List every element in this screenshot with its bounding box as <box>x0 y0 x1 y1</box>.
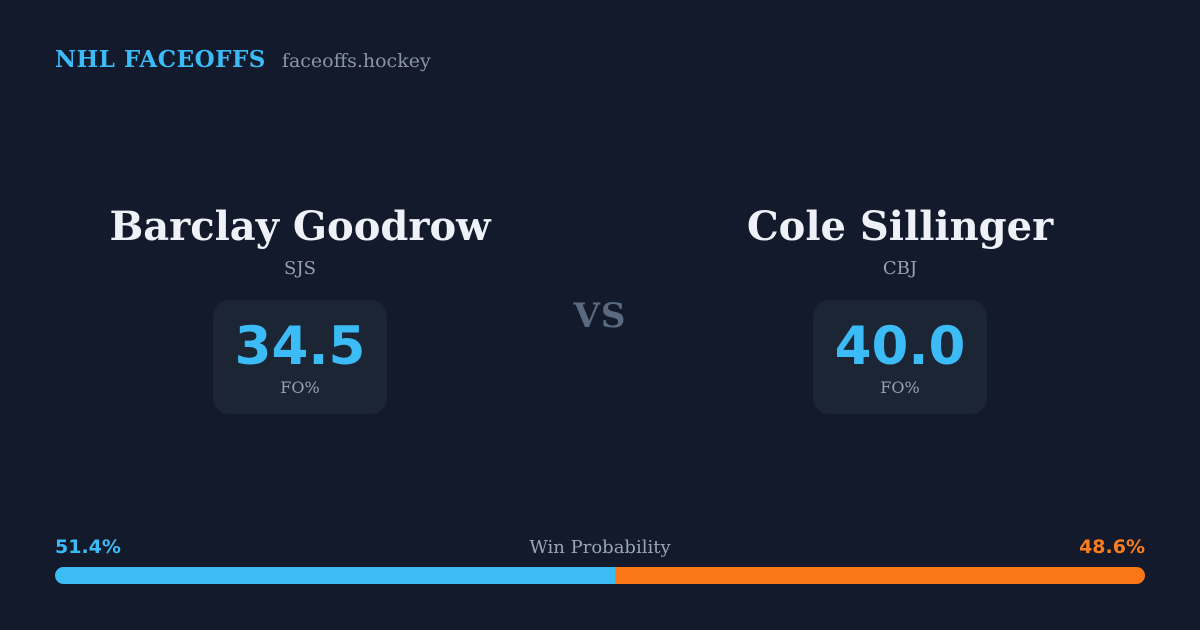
player-left-stat-label: FO% <box>280 377 320 397</box>
win-probability-left-pct: 51.4% <box>55 536 121 558</box>
win-probability-section: 51.4% Win Probability 48.6% <box>55 536 1145 584</box>
winbar-left-segment <box>55 567 616 584</box>
matchup-section: Barclay Goodrow SJS 34.5 FO% Cole Sillin… <box>0 205 1200 414</box>
win-probability-labels: 51.4% Win Probability 48.6% <box>55 536 1145 558</box>
win-probability-right-pct: 48.6% <box>1079 536 1145 558</box>
vs-label: VS <box>573 296 627 336</box>
player-right-stat-card: 40.0 FO% <box>813 300 987 414</box>
site-domain: faceoffs.hockey <box>281 50 431 72</box>
player-right-name: Cole Sillinger <box>746 203 1054 250</box>
player-right-stat-label: FO% <box>880 377 920 397</box>
brand-title: NHL FACEOFFS <box>55 46 266 73</box>
player-left: Barclay Goodrow SJS 34.5 FO% <box>0 205 600 414</box>
winbar-right-segment <box>615 567 1145 584</box>
player-left-stat-value: 34.5 <box>234 316 366 378</box>
win-probability-bar <box>55 567 1145 584</box>
player-left-team: SJS <box>284 258 316 279</box>
player-right-team: CBJ <box>882 258 918 279</box>
player-left-stat-card: 34.5 FO% <box>213 300 387 414</box>
header: NHL FACEOFFS faceoffs.hockey <box>55 46 431 73</box>
player-right: Cole Sillinger CBJ 40.0 FO% <box>600 205 1200 414</box>
player-left-name: Barclay Goodrow <box>109 203 491 250</box>
win-probability-title: Win Probability <box>529 537 671 558</box>
player-right-stat-value: 40.0 <box>834 316 966 378</box>
